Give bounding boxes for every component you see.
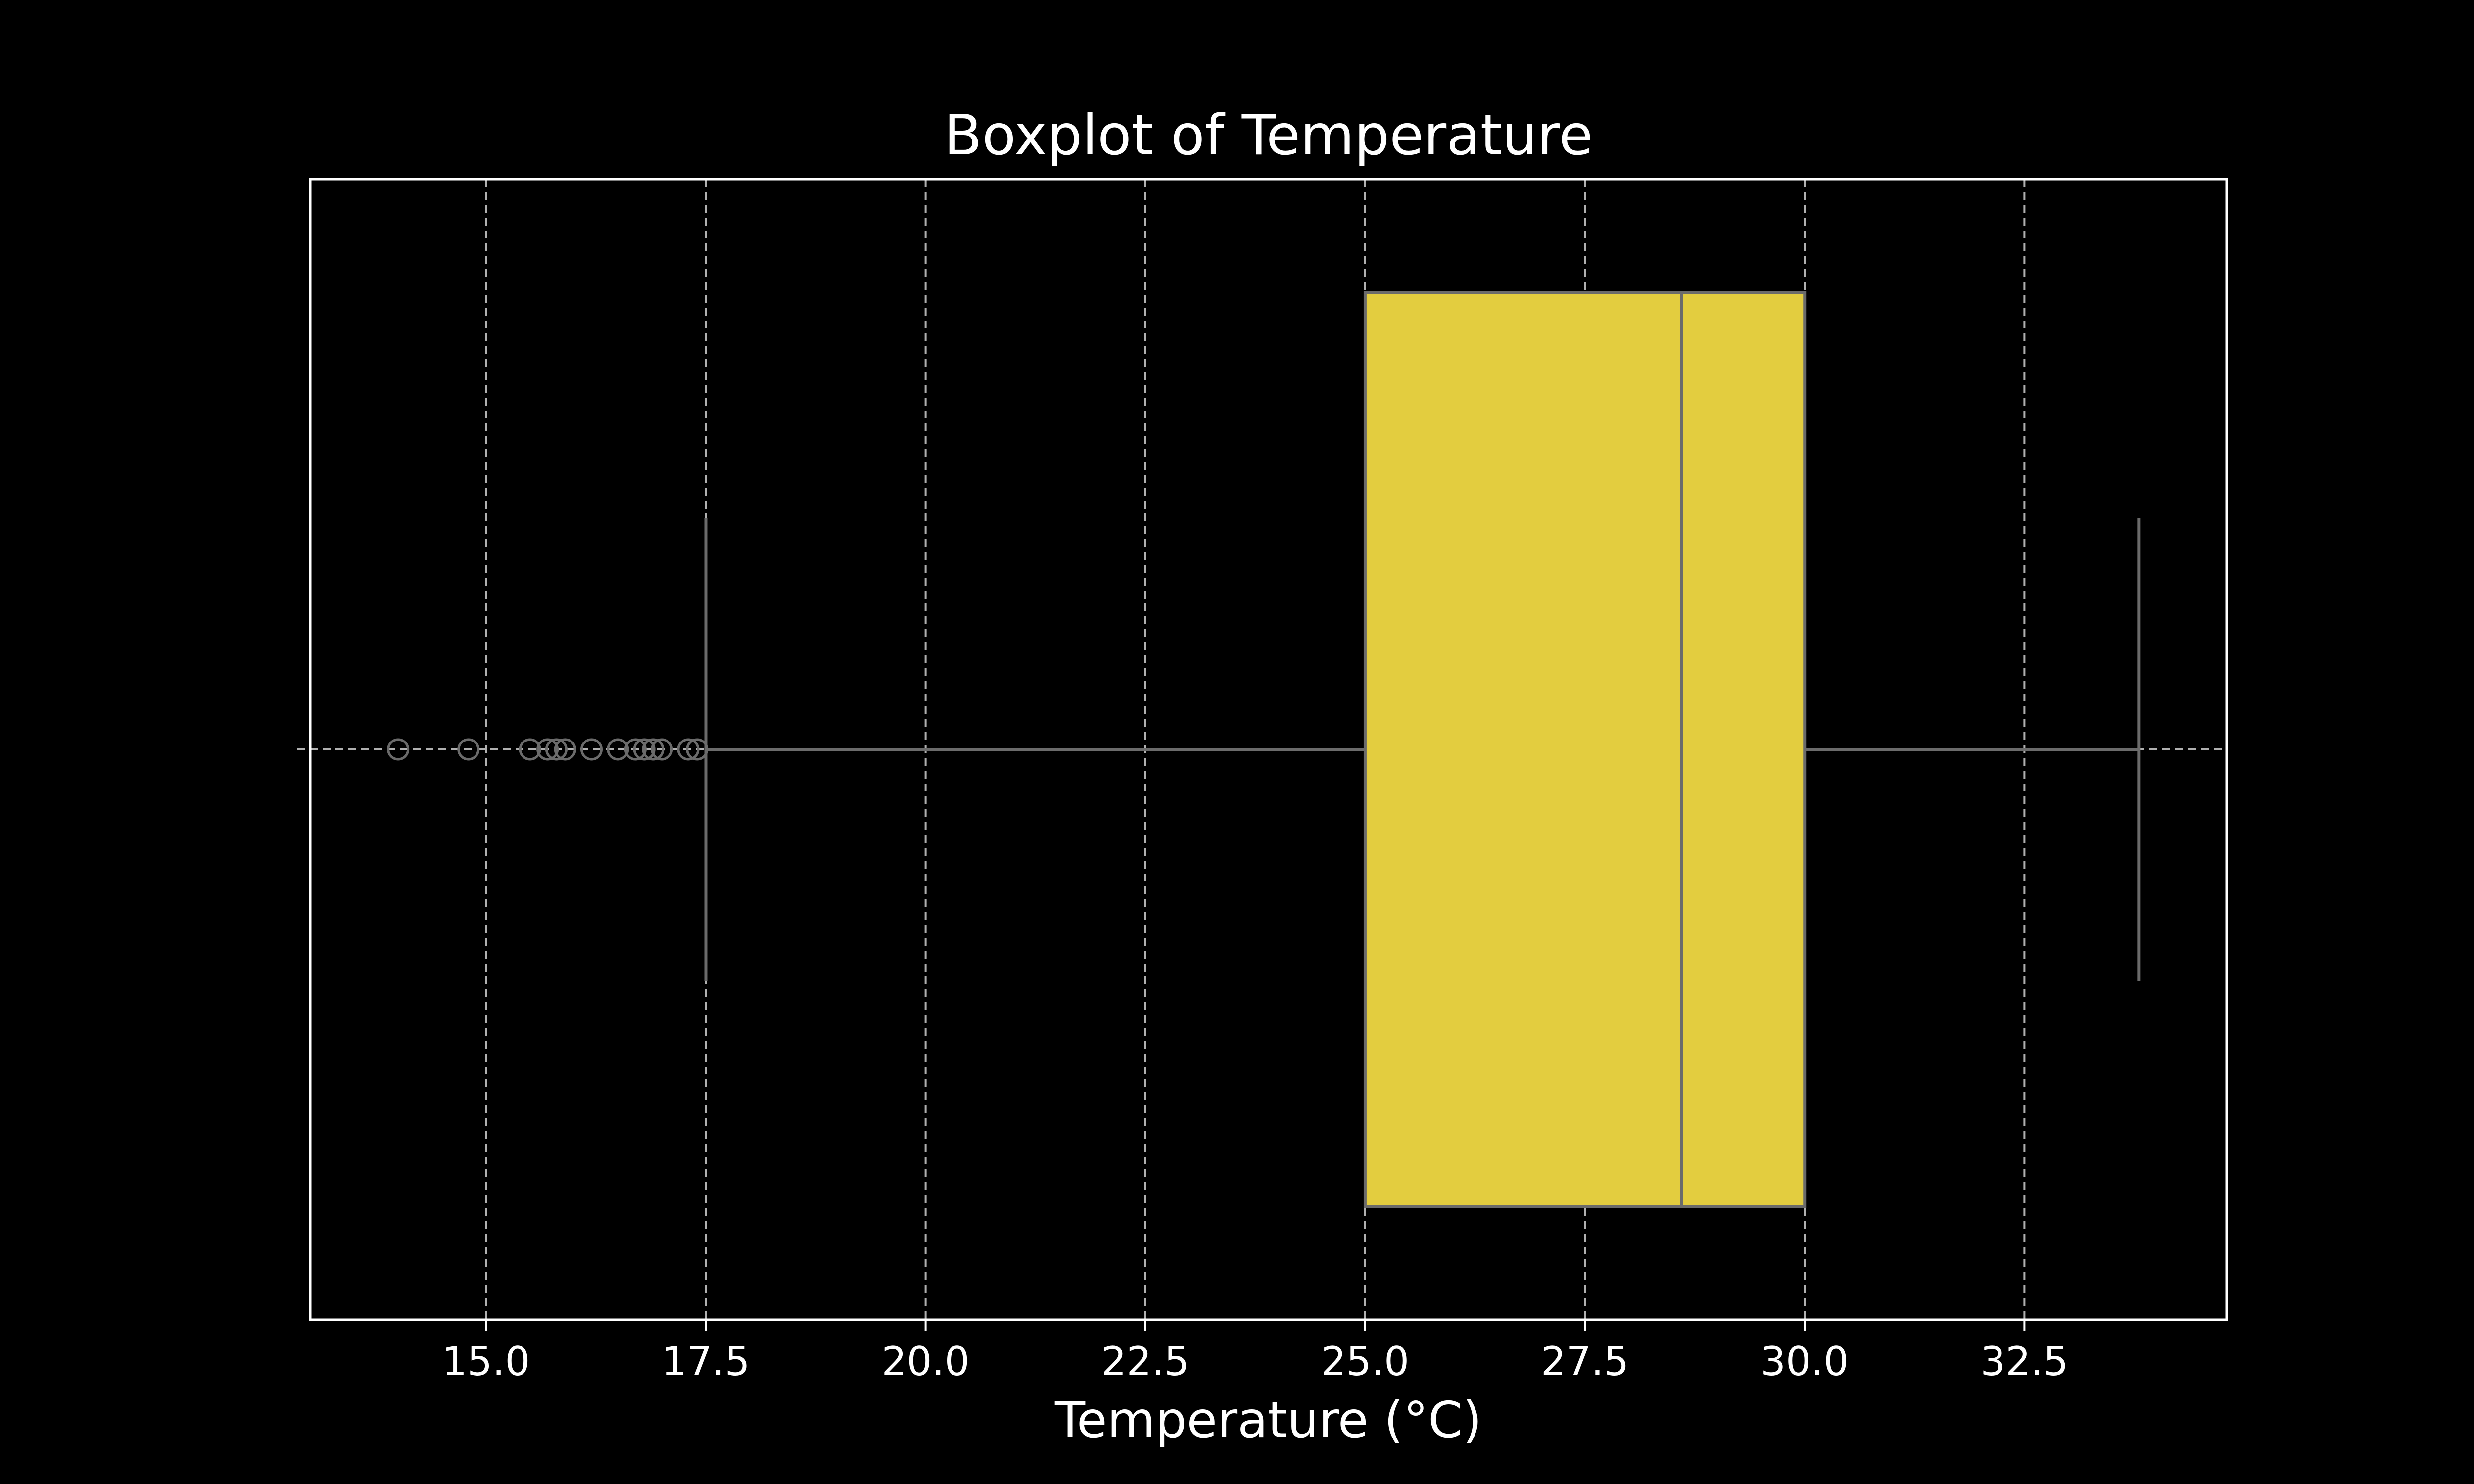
- plot-frame: [309, 178, 2228, 1321]
- x-tick-label: 15.0: [442, 1339, 530, 1385]
- outlier-point: [624, 738, 647, 761]
- outlier-point: [457, 738, 480, 761]
- outlier-point: [651, 738, 673, 761]
- tick-layer: 15.0 17.5 20.0 22.5 25.0 27.5 30.0 32.5: [442, 1320, 2068, 1385]
- outlier-point: [686, 738, 709, 761]
- box-layer: [704, 291, 2141, 1208]
- outlier-point: [633, 738, 656, 761]
- chart-title: Boxplot of Temperature: [944, 103, 1593, 168]
- x-tick-label: 25.0: [1321, 1339, 1409, 1385]
- outlier-point: [642, 738, 665, 761]
- outlier-layer: [387, 738, 709, 761]
- x-tick-label: 32.5: [1980, 1339, 2068, 1385]
- x-tick-label: 22.5: [1101, 1339, 1189, 1385]
- outlier-point: [677, 738, 700, 761]
- outlier-point: [554, 738, 576, 761]
- outlier-point: [607, 738, 629, 761]
- x-tick-label: 20.0: [882, 1339, 970, 1385]
- outlier-point: [545, 738, 568, 761]
- outlier-point: [580, 738, 603, 761]
- iqr-box: [1363, 291, 1807, 1208]
- x-tick-label: 17.5: [662, 1339, 750, 1385]
- x-tick-label: 30.0: [1760, 1339, 1849, 1385]
- x-axis-label: Temperature (°C): [1054, 1391, 1482, 1449]
- outlier-point: [536, 738, 559, 761]
- x-tick-label: 27.5: [1541, 1339, 1629, 1385]
- outlier-point: [387, 738, 410, 761]
- outlier-point: [519, 738, 541, 761]
